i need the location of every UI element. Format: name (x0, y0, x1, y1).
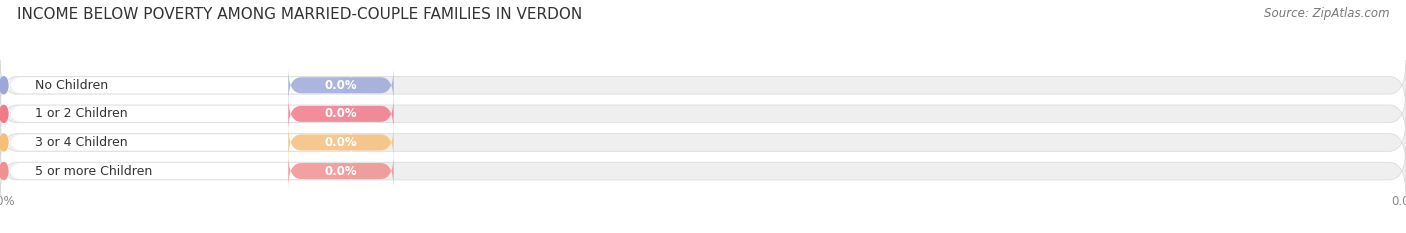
Text: 5 or more Children: 5 or more Children (35, 164, 152, 178)
Text: 0.0%: 0.0% (325, 79, 357, 92)
Text: 0.0%: 0.0% (325, 107, 357, 120)
Text: INCOME BELOW POVERTY AMONG MARRIED-COUPLE FAMILIES IN VERDON: INCOME BELOW POVERTY AMONG MARRIED-COUPL… (17, 7, 582, 22)
FancyBboxPatch shape (288, 96, 394, 132)
Circle shape (0, 105, 8, 122)
Text: 1 or 2 Children: 1 or 2 Children (35, 107, 128, 120)
Text: Source: ZipAtlas.com: Source: ZipAtlas.com (1264, 7, 1389, 20)
Circle shape (0, 134, 8, 151)
FancyBboxPatch shape (0, 117, 1406, 168)
Text: 0.0%: 0.0% (325, 136, 357, 149)
FancyBboxPatch shape (7, 122, 351, 163)
Text: No Children: No Children (35, 79, 108, 92)
FancyBboxPatch shape (7, 65, 351, 106)
FancyBboxPatch shape (0, 146, 1406, 196)
FancyBboxPatch shape (7, 151, 351, 192)
Circle shape (0, 163, 8, 180)
Text: 3 or 4 Children: 3 or 4 Children (35, 136, 128, 149)
FancyBboxPatch shape (288, 153, 394, 189)
FancyBboxPatch shape (0, 88, 1406, 139)
FancyBboxPatch shape (7, 93, 351, 134)
Circle shape (0, 77, 8, 94)
FancyBboxPatch shape (288, 125, 394, 160)
Text: 0.0%: 0.0% (325, 164, 357, 178)
FancyBboxPatch shape (0, 60, 1406, 111)
FancyBboxPatch shape (288, 68, 394, 103)
